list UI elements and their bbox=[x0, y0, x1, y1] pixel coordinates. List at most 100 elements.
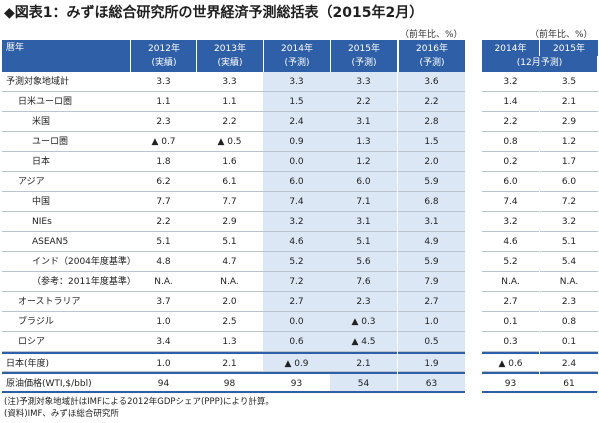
side-cell: 2.2 bbox=[482, 112, 539, 132]
cell: N.A. bbox=[196, 272, 263, 292]
header-note: (実績) bbox=[130, 56, 197, 72]
table-bottom bbox=[2, 391, 465, 393]
cell: 3.1 bbox=[330, 212, 397, 232]
side-cell: ▲ 0.6 bbox=[482, 352, 539, 372]
cell: 0.9 bbox=[263, 132, 330, 152]
cell: 1.0 bbox=[130, 312, 197, 332]
side-cell: 0.2 bbox=[482, 152, 539, 172]
cell: 5.1 bbox=[330, 232, 397, 252]
cell: 1.0 bbox=[398, 312, 465, 332]
cell: 3.4 bbox=[130, 332, 197, 352]
footnote: (注)予測対象地域計はIMFによる2012年GDPシェア(PPP)により計算。 bbox=[4, 397, 274, 407]
cell: 1.6 bbox=[196, 152, 263, 172]
cell: 2.0 bbox=[196, 292, 263, 312]
cell: 4.8 bbox=[130, 252, 197, 272]
cell: 1.9 bbox=[398, 352, 465, 372]
cell: 1.5 bbox=[263, 92, 330, 112]
cell: 0.0 bbox=[263, 152, 330, 172]
cell: 3.3 bbox=[330, 72, 397, 92]
cell: 5.9 bbox=[398, 172, 465, 192]
cell: 3.3 bbox=[263, 72, 330, 92]
cell: 2.1 bbox=[330, 352, 397, 372]
cell: ▲ 0.5 bbox=[196, 132, 263, 152]
cell: 3.7 bbox=[130, 292, 197, 312]
cell: 7.4 bbox=[263, 192, 330, 212]
cell: 94 bbox=[130, 372, 197, 392]
header-note: (実績) bbox=[196, 56, 263, 72]
side-cell: 0.8 bbox=[482, 132, 539, 152]
side-cell: 1.4 bbox=[482, 92, 539, 112]
cell: 1.5 bbox=[398, 132, 465, 152]
side-cell: 6.0 bbox=[540, 172, 598, 192]
side-header-year: 2014年 bbox=[482, 40, 539, 56]
row-label: 日本(年度) bbox=[2, 352, 130, 372]
header-year: 2016年 bbox=[398, 40, 465, 56]
side-cell: 3.2 bbox=[482, 72, 539, 92]
cell: 3.1 bbox=[330, 112, 397, 132]
side-cell: 0.8 bbox=[540, 312, 598, 332]
cell: 4.6 bbox=[263, 232, 330, 252]
side-cell: 3.5 bbox=[540, 72, 598, 92]
header-year: 2013年 bbox=[196, 40, 263, 56]
cell: 2.4 bbox=[263, 112, 330, 132]
cell: 93 bbox=[263, 372, 330, 392]
cell: 0.5 bbox=[398, 332, 465, 352]
side-cell: 1.2 bbox=[540, 132, 598, 152]
cell: 1.8 bbox=[130, 152, 197, 172]
side-cell: 5.4 bbox=[540, 252, 598, 272]
cell: ▲ 0.3 bbox=[330, 312, 397, 332]
cell: ▲ 0.9 bbox=[263, 352, 330, 372]
cell: 2.7 bbox=[263, 292, 330, 312]
header-year: 2015年 bbox=[330, 40, 397, 56]
side-cell: 0.1 bbox=[482, 312, 539, 332]
cell: 1.1 bbox=[196, 92, 263, 112]
cell: 4.7 bbox=[196, 252, 263, 272]
side-cell: 2.7 bbox=[482, 292, 539, 312]
row-label: 日米ユーロ圏 bbox=[2, 92, 130, 112]
row-label: 中国 bbox=[2, 192, 130, 212]
cell: 2.3 bbox=[330, 292, 397, 312]
side-bottom bbox=[482, 391, 597, 393]
cell: 98 bbox=[196, 372, 263, 392]
row-label: 米国 bbox=[2, 112, 130, 132]
side-cell: 93 bbox=[482, 372, 539, 392]
unit-label: （前年比、%） bbox=[530, 30, 593, 40]
cell: 6.8 bbox=[398, 192, 465, 212]
cell: 3.6 bbox=[398, 72, 465, 92]
cell: 7.2 bbox=[263, 272, 330, 292]
row-label: （参考：2011年度基準） bbox=[2, 272, 136, 292]
cell: 0.0 bbox=[263, 312, 330, 332]
cell: 63 bbox=[398, 372, 465, 392]
cell: 1.3 bbox=[330, 132, 397, 152]
side-cell: 5.2 bbox=[482, 252, 539, 272]
footnote: (資料)IMF、みずほ総合研究所 bbox=[4, 409, 119, 419]
cell: 2.2 bbox=[196, 112, 263, 132]
row-label: ブラジル bbox=[2, 312, 130, 332]
header-year: 2012年 bbox=[130, 40, 197, 56]
cell: ▲ 4.5 bbox=[330, 332, 397, 352]
row-label: NIEs bbox=[2, 212, 130, 232]
side-cell: 2.4 bbox=[540, 352, 598, 372]
side-cell: 6.0 bbox=[482, 172, 539, 192]
cell: 1.3 bbox=[196, 332, 263, 352]
side-cell: 5.1 bbox=[540, 232, 598, 252]
side-cell: 2.1 bbox=[540, 92, 598, 112]
side-cell: 7.2 bbox=[540, 192, 598, 212]
cell: ▲ 0.7 bbox=[130, 132, 197, 152]
cell: 5.9 bbox=[398, 252, 465, 272]
cell: 3.3 bbox=[130, 72, 197, 92]
side-cell: 7.4 bbox=[482, 192, 539, 212]
side-header-year: 2015年 bbox=[540, 40, 598, 56]
side-cell: 0.1 bbox=[540, 332, 598, 352]
header-year: 2014年 bbox=[263, 40, 330, 56]
cell: 2.0 bbox=[398, 152, 465, 172]
side-cell: 61 bbox=[540, 372, 598, 392]
cell: 7.7 bbox=[130, 192, 197, 212]
title: ◆図表1：みずほ総合研究所の世界経済予測総括表（2015年2月） bbox=[4, 5, 424, 21]
side-header-note: (12月予測) bbox=[482, 56, 597, 72]
side-cell: N.A. bbox=[540, 272, 598, 292]
header-note: (予測) bbox=[330, 56, 397, 72]
cell: 2.2 bbox=[330, 92, 397, 112]
row-label: ユーロ圏 bbox=[2, 132, 130, 152]
